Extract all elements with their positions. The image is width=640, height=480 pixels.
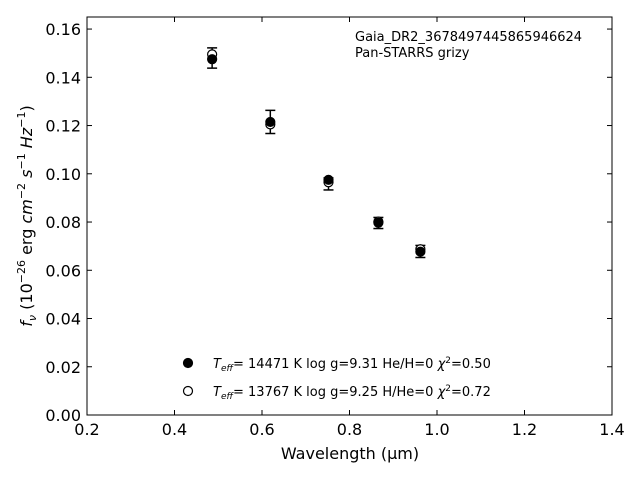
plot-background [87, 17, 612, 415]
x-tick-label: 0.4 [162, 420, 187, 439]
x-axis-label: Wavelength (μm) [281, 444, 419, 463]
x-tick-label: 1.4 [599, 420, 624, 439]
y-tick-label: 0.14 [45, 68, 81, 87]
x-tick-label: 0.6 [249, 420, 274, 439]
legend-label: Teff= 13767 K log g=9.25 H/He=0 χ2=0.72 [213, 384, 491, 402]
legend-marker [182, 385, 194, 397]
model-point-filled [323, 174, 334, 185]
y-tick-label: 0.06 [45, 261, 81, 280]
y-axis-label: fν (10−26 erg cm−2 s−1 Hz−1) [15, 105, 39, 326]
x-tick-label: 1.0 [424, 420, 449, 439]
legend-label: Teff= 14471 K log g=9.31 He/H=0 χ2=0.50 [213, 356, 491, 374]
x-tick-label: 0.8 [337, 420, 362, 439]
y-axis-label-text: fν (10−26 erg cm−2 s−1 Hz−1) [15, 105, 39, 326]
y-tick-label: 0.12 [45, 117, 81, 136]
x-tick-label: 1.2 [512, 420, 537, 439]
x-tick-label: 0.2 [74, 420, 99, 439]
y-tick-label: 0.00 [45, 406, 81, 425]
y-tick-label: 0.04 [45, 310, 81, 329]
model-point-filled [207, 54, 218, 65]
annotation-target-name: Gaia_DR2_3678497445865946624 [355, 30, 582, 45]
y-tick-label: 0.10 [45, 165, 81, 184]
y-tick-label: 0.16 [45, 20, 81, 39]
model-point-filled [415, 246, 426, 257]
model-point-filled [265, 116, 276, 128]
annotation-survey: Pan-STARRS grizy [355, 46, 470, 61]
data-points [207, 49, 426, 257]
y-tick-label: 0.08 [45, 213, 81, 232]
plot-frame [86, 16, 613, 416]
legend-marker [182, 357, 194, 369]
y-tick-label: 0.02 [45, 358, 81, 377]
legend: Teff= 14471 K log g=9.31 He/H=0 χ2=0.50 T… [182, 356, 491, 402]
model-point-filled [373, 217, 384, 228]
